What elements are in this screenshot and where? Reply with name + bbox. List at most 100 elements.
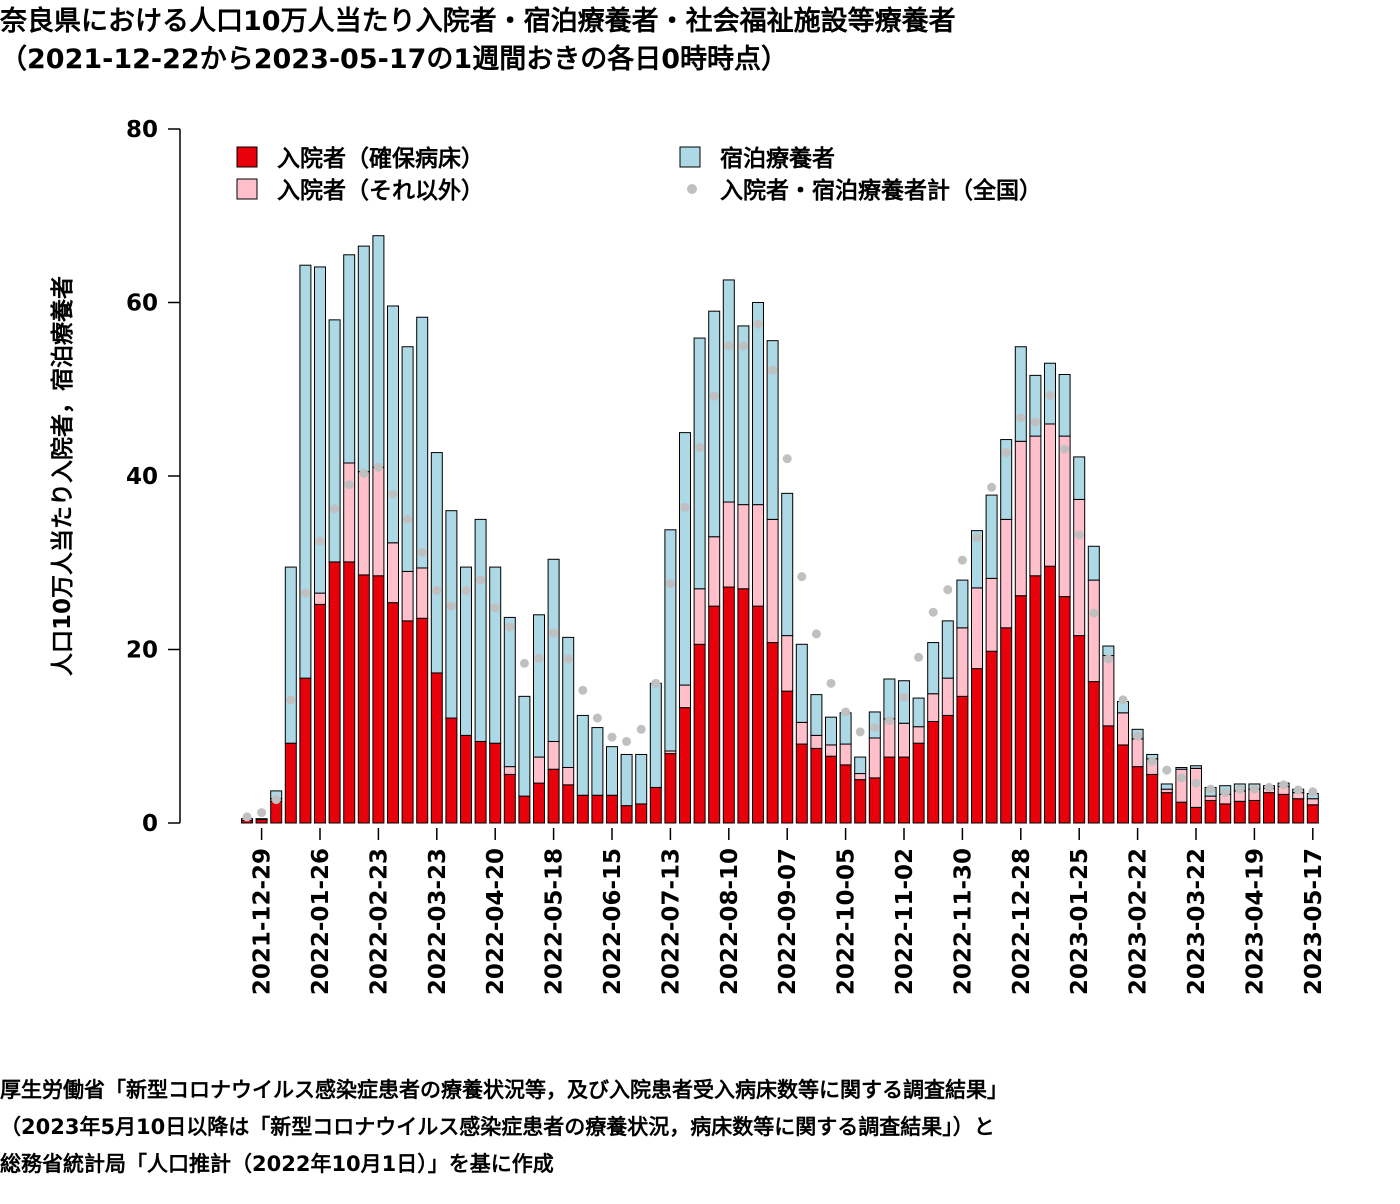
bar <box>255 819 268 824</box>
bar <box>357 574 370 824</box>
bar <box>985 494 998 579</box>
x-tick-label: 2022-04-20 <box>483 848 509 995</box>
bar <box>708 536 721 607</box>
bar <box>985 650 998 824</box>
bar <box>868 777 881 824</box>
bar <box>1277 793 1290 824</box>
point <box>782 454 792 464</box>
bar <box>1044 423 1056 567</box>
bar <box>635 803 648 824</box>
point <box>1279 780 1289 790</box>
x-tick-label: 2022-11-30 <box>950 848 976 995</box>
bar <box>1160 783 1173 790</box>
legend-marker <box>236 146 258 168</box>
point <box>257 808 267 818</box>
bar <box>1175 766 1188 770</box>
bar <box>971 530 983 589</box>
x-tick-label: 2022-06-15 <box>600 848 626 995</box>
bar <box>387 305 399 544</box>
bar <box>503 773 516 824</box>
bar <box>1190 765 1202 769</box>
x-tick-label: 2023-04-19 <box>1242 848 1268 995</box>
source-note: 厚生労働省「新型コロナウイルス感染症患者の療養状況等，及び入院患者受入病床数等に… <box>0 1078 1008 1102</box>
point <box>943 585 953 595</box>
bar <box>693 643 706 824</box>
point <box>505 622 515 632</box>
bar <box>737 325 750 506</box>
x-tick-label: 2022-05-18 <box>542 848 568 995</box>
bar <box>620 753 633 807</box>
x-tick-label: 2023-03-22 <box>1184 848 1210 995</box>
bar <box>1102 645 1115 657</box>
bar <box>854 756 867 775</box>
bar <box>1073 635 1086 824</box>
bar <box>1306 804 1319 824</box>
y-tick-label: 20 <box>126 638 158 664</box>
bar <box>1029 435 1042 577</box>
bar <box>343 254 356 464</box>
bar <box>314 592 326 605</box>
bar <box>503 766 516 775</box>
bar <box>416 567 429 619</box>
bar <box>401 620 414 824</box>
point <box>665 579 675 589</box>
bar <box>956 627 969 697</box>
bar <box>1073 456 1086 500</box>
point <box>841 707 851 717</box>
bar <box>1233 800 1246 824</box>
bar <box>664 529 677 752</box>
point <box>607 732 617 742</box>
point <box>388 489 398 499</box>
point <box>987 482 997 492</box>
bar <box>284 742 297 824</box>
bar <box>387 602 399 824</box>
bar <box>328 319 341 563</box>
bar <box>766 340 779 520</box>
x-tick-label: 2022-07-13 <box>658 848 684 995</box>
bar <box>722 586 735 824</box>
bar <box>956 579 969 629</box>
bar <box>795 643 808 723</box>
point <box>709 391 719 401</box>
bar <box>343 561 356 824</box>
source-note: 総務省統計局「人口推計（2022年10月1日）」を基に作成 <box>0 1152 554 1176</box>
bar <box>679 707 691 824</box>
bar <box>474 740 487 824</box>
bar <box>752 504 764 607</box>
y-tick-label: 40 <box>126 464 158 490</box>
point <box>651 678 661 688</box>
point <box>855 727 865 737</box>
point <box>592 713 602 723</box>
bar <box>387 542 399 604</box>
point <box>914 652 924 662</box>
point <box>724 341 734 351</box>
bar <box>693 337 706 590</box>
bar <box>255 818 268 821</box>
bar <box>1292 798 1305 824</box>
point <box>373 462 383 472</box>
point <box>300 588 310 598</box>
point <box>432 586 442 596</box>
bar <box>357 245 370 473</box>
bar <box>533 782 545 824</box>
bar <box>971 668 983 824</box>
point <box>417 547 427 557</box>
y-tick-label: 0 <box>142 811 158 837</box>
bar <box>1160 792 1173 824</box>
bar <box>868 737 881 779</box>
point <box>403 514 413 524</box>
point <box>1060 444 1070 454</box>
point <box>1220 788 1230 798</box>
x-tick-label: 2022-12-28 <box>1009 848 1035 995</box>
bar <box>1175 801 1188 824</box>
bar <box>576 714 589 796</box>
bar <box>1146 773 1159 824</box>
point <box>753 319 763 329</box>
bar <box>489 742 502 824</box>
point <box>957 555 967 565</box>
bar <box>825 716 837 746</box>
point <box>461 586 471 596</box>
point <box>1308 787 1318 797</box>
bar <box>810 694 823 736</box>
bar <box>1000 627 1013 824</box>
